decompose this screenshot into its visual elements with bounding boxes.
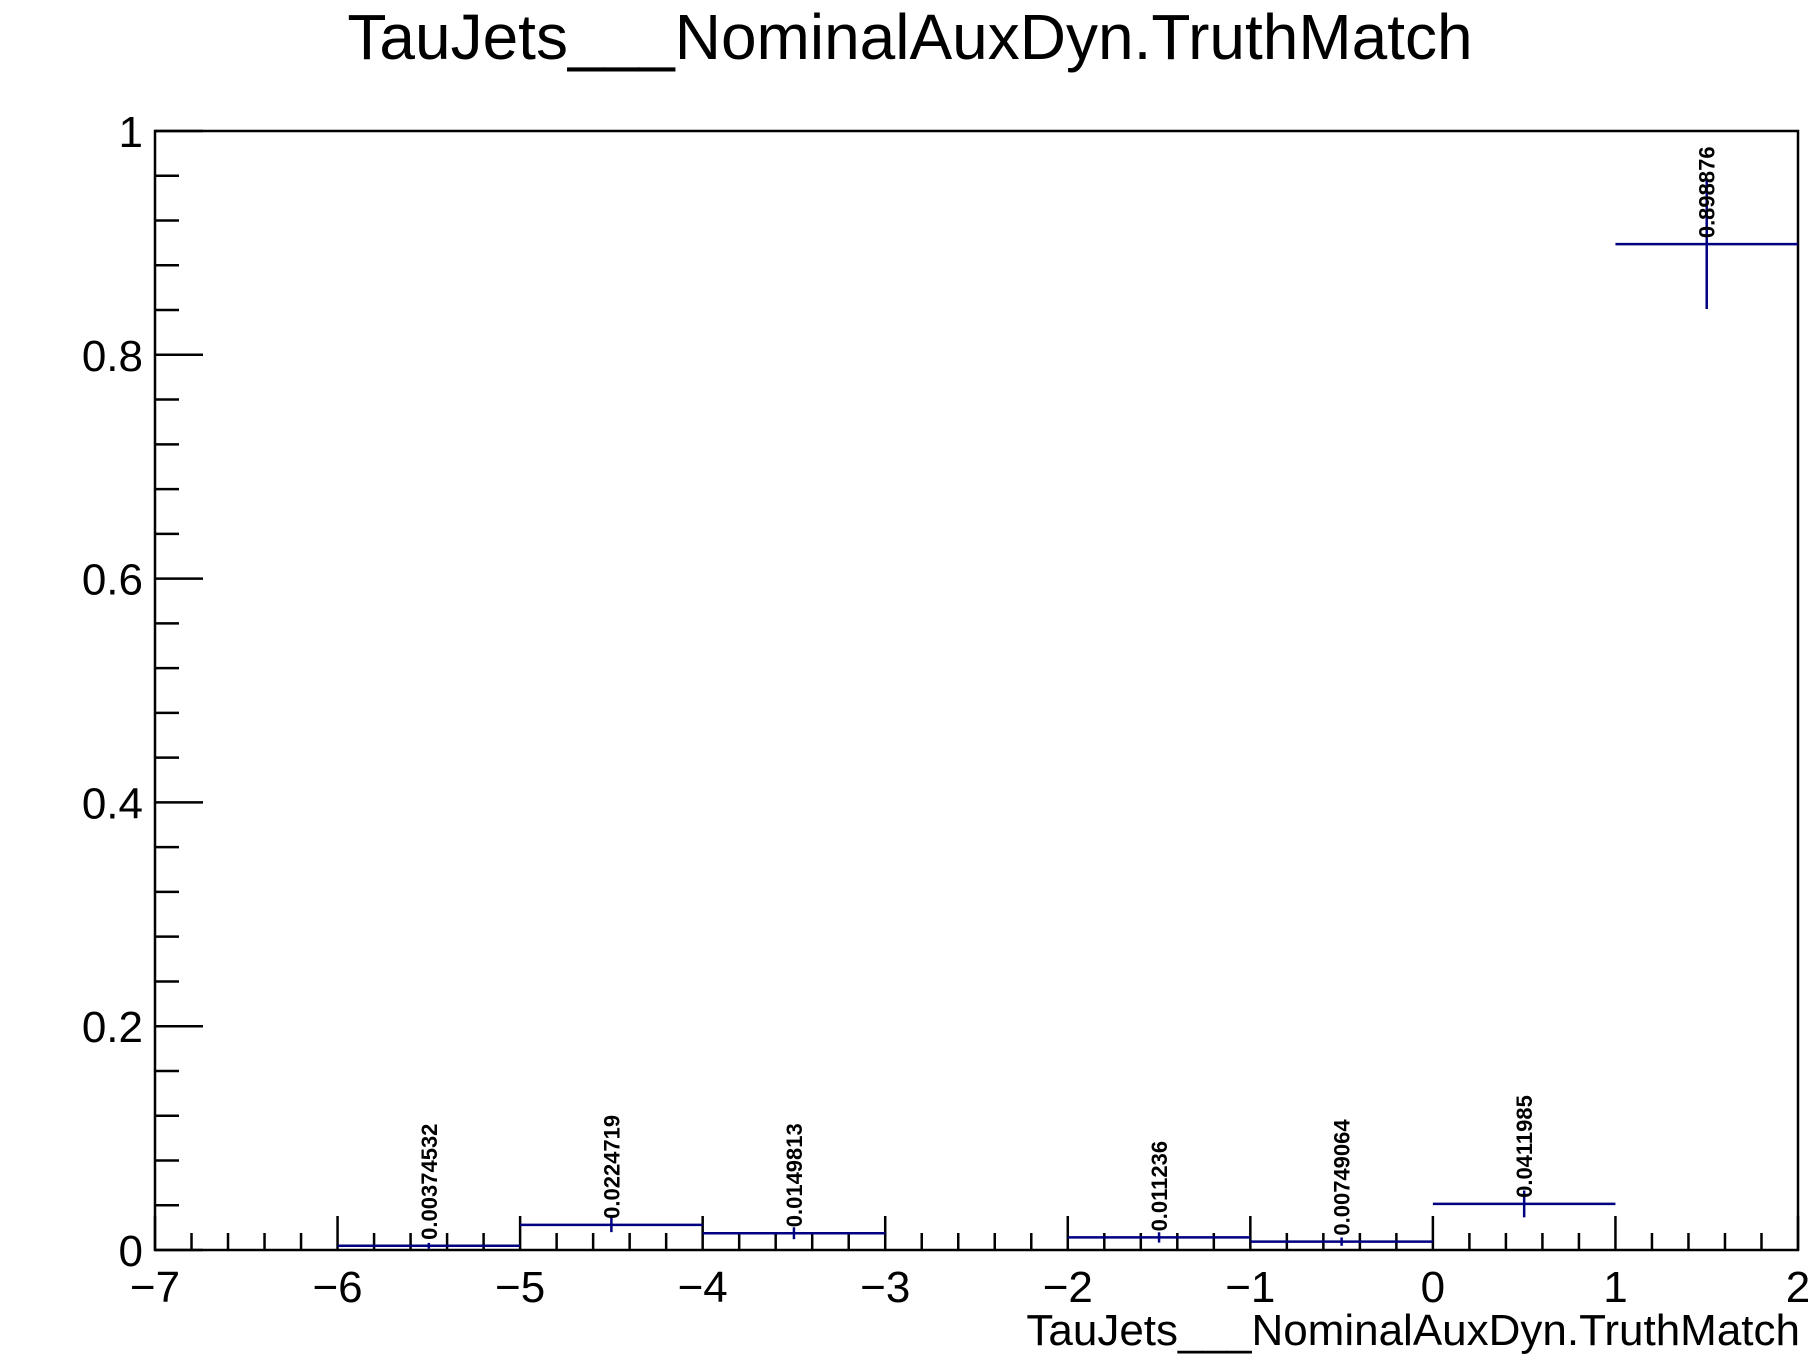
x-tick-label: −4: [678, 1263, 728, 1312]
y-tick-label: 0.6: [82, 556, 143, 605]
y-axis-ticks: 0 0.2 0.4 0.6 0.8 1: [82, 108, 203, 1276]
bin-value-labels: 0.00374532 0.0224719 0.0149813 0.011236 0.00…: [417, 146, 1720, 1239]
x-tick-label: 0: [1421, 1263, 1445, 1312]
x-tick-label: −6: [312, 1263, 362, 1312]
x-tick-label: −2: [1043, 1263, 1093, 1312]
chart-title: TauJets___NominalAuxDyn.TruthMatch: [347, 1, 1472, 73]
y-tick-label: 0.4: [82, 779, 143, 828]
x-tick-label: 1: [1603, 1263, 1627, 1312]
x-tick-label: −1: [1225, 1263, 1275, 1312]
y-tick-label: 0.8: [82, 332, 143, 381]
x-tick-label: 2: [1786, 1263, 1810, 1312]
bin-value-label: 0.0149813: [782, 1123, 807, 1227]
bin-value-label: 0.00749064: [1330, 1119, 1355, 1236]
bin-value-label: 0.00374532: [417, 1124, 442, 1240]
x-axis-title: TauJets___NominalAuxDyn.TruthMatch: [1026, 1306, 1800, 1355]
histogram-bins: [337, 179, 1798, 1249]
plot-area-border: [153, 129, 1800, 1252]
bin-value-label: 0.0224719: [599, 1115, 624, 1219]
x-tick-label: −3: [860, 1263, 910, 1312]
y-tick-label: 1: [119, 108, 143, 157]
bin-value-label: 0.011236: [1147, 1141, 1172, 1232]
x-tick-label: −7: [130, 1263, 180, 1312]
bin-value-label: 0.0411985: [1512, 1095, 1537, 1198]
y-tick-label: 0: [119, 1227, 143, 1276]
x-tick-label: −5: [495, 1263, 545, 1312]
bin-value-label: 0.898876: [1695, 146, 1720, 238]
y-tick-label: 0.2: [82, 1003, 143, 1052]
plot-frame: [153, 129, 1800, 1252]
x-axis-ticks: −7 −6 −5 −4 −3 −2 −1 0 1 2: [130, 1216, 1810, 1312]
